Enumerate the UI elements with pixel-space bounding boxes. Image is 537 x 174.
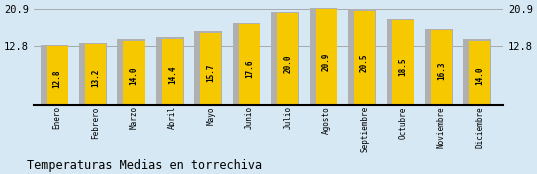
Text: 20.5: 20.5 [360,53,369,72]
Bar [194,31,222,105]
Bar [41,45,68,105]
Bar [271,12,299,105]
Text: 15.7: 15.7 [206,63,215,82]
Text: 14.0: 14.0 [475,67,484,85]
Text: 20.0: 20.0 [283,54,292,73]
Bar [124,41,144,105]
Text: 18.5: 18.5 [398,57,408,76]
Bar [162,39,183,105]
Bar [348,9,376,105]
Text: 14.4: 14.4 [168,66,177,84]
Bar [393,20,413,105]
Bar [200,33,221,105]
Text: 17.6: 17.6 [245,59,254,78]
Bar [316,9,337,105]
Bar [425,29,453,105]
Bar [85,44,106,105]
Bar [354,11,375,105]
Text: 20.9: 20.9 [322,52,331,71]
Bar [47,46,68,105]
Text: 12.8: 12.8 [53,69,62,88]
Bar [277,13,298,105]
Bar [387,19,414,105]
Text: 16.3: 16.3 [437,62,446,80]
Bar [310,8,337,105]
Bar [233,23,260,105]
Bar [469,41,490,105]
Bar [463,39,491,105]
Bar [431,30,452,105]
Bar [118,39,145,105]
Bar [239,24,260,105]
Text: 14.0: 14.0 [129,67,139,85]
Bar [156,37,184,105]
Text: 13.2: 13.2 [91,68,100,87]
Text: Temperaturas Medias en torrechiva: Temperaturas Medias en torrechiva [27,159,262,172]
Bar [79,43,107,105]
